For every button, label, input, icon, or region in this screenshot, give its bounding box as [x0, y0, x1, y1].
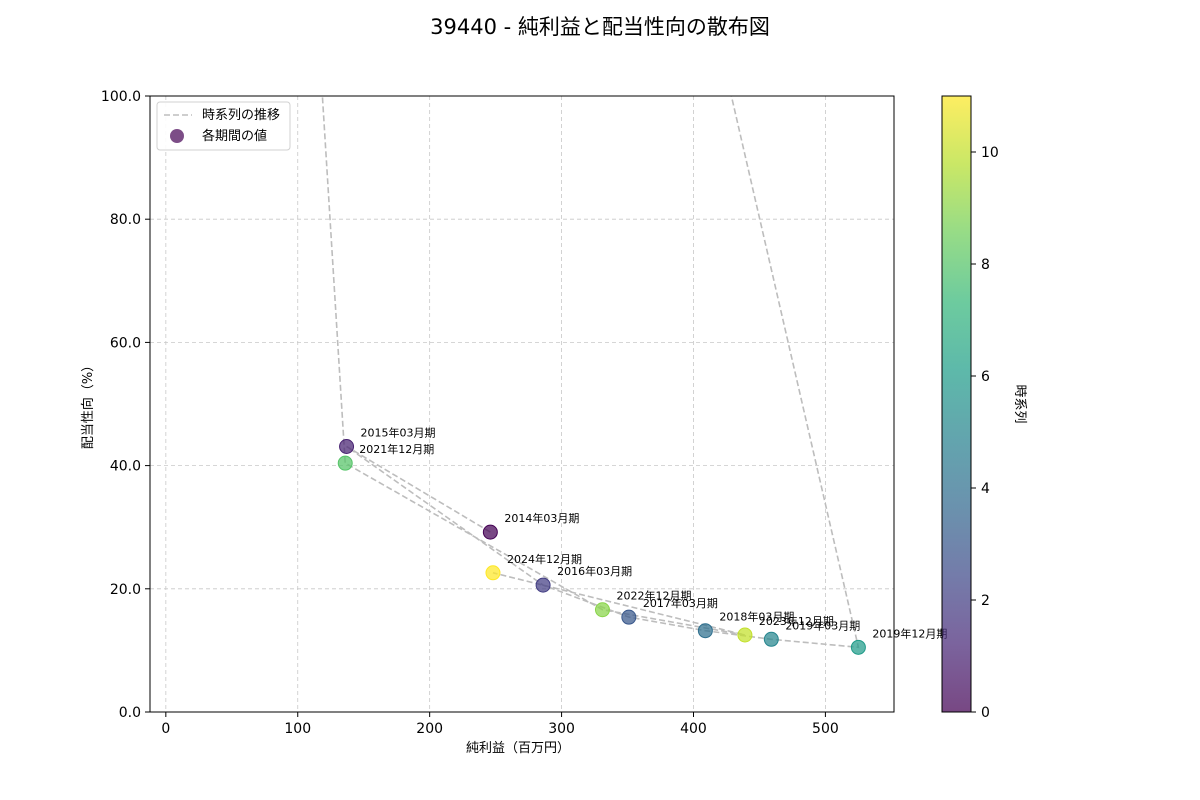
legend-box — [156, 101, 291, 151]
grid-lines — [150, 96, 894, 712]
x-tick-label: 100 — [284, 721, 311, 737]
x-axis-ticks: 0 100 200 300 400 500 — [161, 712, 839, 737]
point-label: 2018年03月期 — [719, 610, 794, 624]
point-label: 2015年03月期 — [361, 426, 436, 440]
y-axis-label: 配当性向（%） — [80, 359, 96, 449]
x-axis-label: 純利益（百万円） — [466, 741, 570, 756]
colorbar-label: 時系列 — [1012, 384, 1027, 423]
x-tick-label: 200 — [416, 721, 443, 737]
data-point — [485, 565, 501, 581]
data-point — [594, 602, 610, 618]
y-tick-label: 20.0 — [110, 582, 141, 598]
colorbar: 0 2 4 6 8 10 時系列 — [941, 95, 1027, 721]
point-label: 2024年12月期 — [507, 552, 582, 566]
point-label: 2017年03月期 — [643, 596, 718, 610]
colorbar-tick-label: 6 — [981, 369, 990, 385]
point-label: 2016年03月期 — [557, 564, 632, 578]
colorbar-tick-label: 2 — [981, 593, 990, 609]
trend-polyline — [321, 96, 860, 649]
legend-point-swatch — [170, 129, 184, 143]
plot-frame — [149, 95, 895, 713]
data-point — [621, 609, 637, 625]
colorbar-tick-label: 0 — [981, 705, 990, 721]
colorbar-tick-label: 8 — [981, 257, 990, 273]
y-tick-label: 0.0 — [119, 705, 141, 721]
legend: 時系列の推移 各期間の値 — [156, 101, 291, 151]
legend-line-label: 時系列の推移 — [202, 108, 280, 123]
x-tick-label: 0 — [161, 721, 170, 737]
x-tick-label: 500 — [812, 721, 839, 737]
x-tick-label: 300 — [548, 721, 575, 737]
legend-point-label: 各期間の値 — [202, 128, 267, 144]
point-label: 2019年03月期 — [785, 618, 860, 632]
data-point — [763, 631, 779, 647]
colorbar-ticks: 0 2 4 6 8 10 — [971, 145, 999, 721]
y-tick-label: 40.0 — [110, 459, 141, 475]
point-label: 2021年12月期 — [359, 442, 434, 456]
data-point — [482, 524, 498, 540]
data-point — [697, 623, 713, 639]
data-point — [535, 577, 551, 593]
y-tick-label: 60.0 — [110, 335, 141, 351]
colorbar-gradient — [941, 95, 972, 713]
y-axis-ticks: 0.0 20.0 40.0 60.0 80.0 100.0 — [101, 89, 150, 721]
chart-title: 39440 - 純利益と配当性向の散布図 — [430, 15, 770, 39]
data-point — [337, 455, 353, 471]
y-tick-label: 80.0 — [110, 212, 141, 228]
point-label: 2019年12月期 — [872, 626, 947, 640]
time-series-line — [321, 96, 860, 649]
data-point — [850, 639, 866, 655]
data-point — [737, 627, 753, 643]
data-points — [337, 439, 866, 655]
y-tick-label: 100.0 — [101, 89, 141, 105]
point-label: 2014年03月期 — [504, 511, 579, 525]
point-label: 2022年12月期 — [616, 589, 691, 603]
x-tick-label: 400 — [680, 721, 707, 737]
colorbar-tick-label: 4 — [981, 481, 990, 497]
colorbar-tick-label: 10 — [981, 145, 999, 161]
data-point — [339, 439, 355, 455]
point-label: 2023年12月期 — [759, 614, 834, 628]
point-labels: 2014年03月期 2015年03月期 2016年03月期 2017年03月期2018… — [359, 426, 947, 641]
